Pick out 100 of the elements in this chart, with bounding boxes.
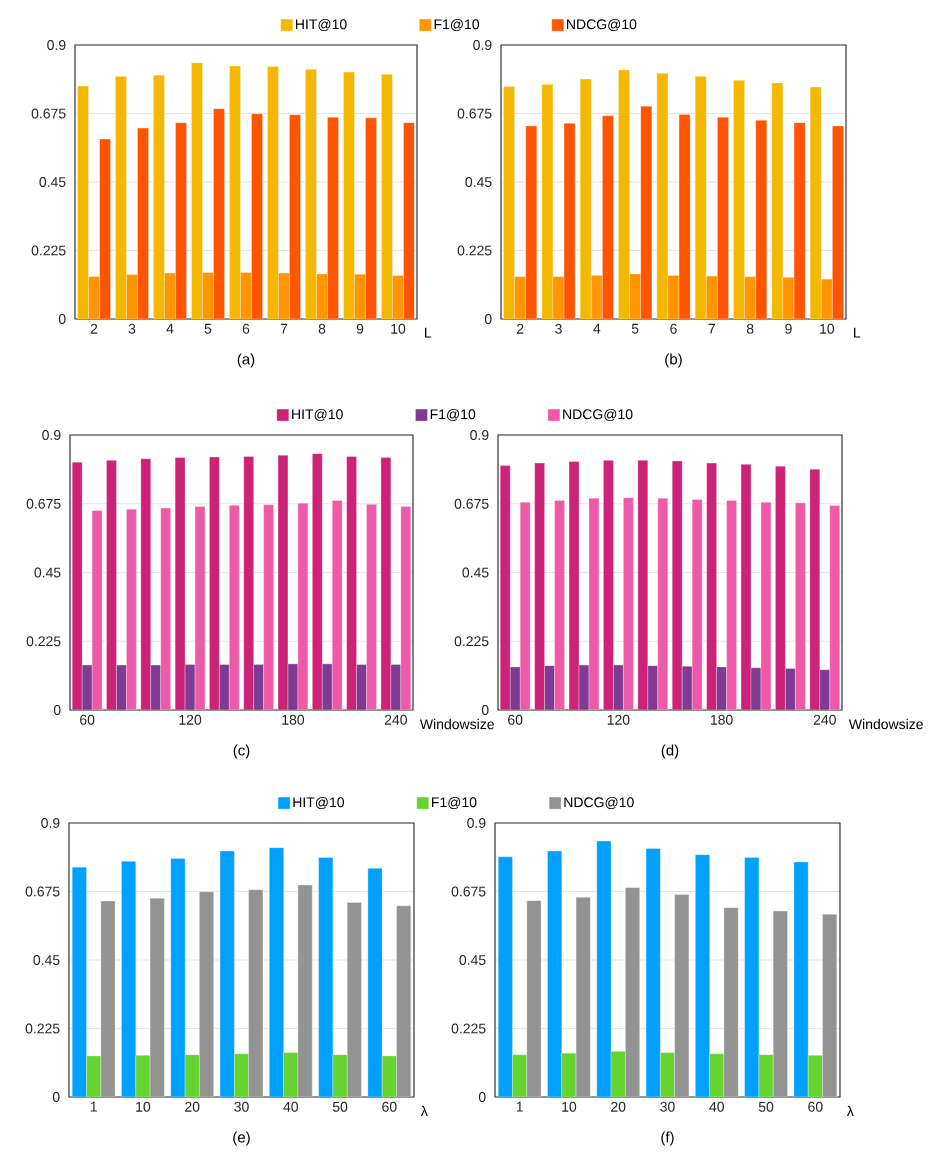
y-tick-label: 0 [53,705,61,715]
x-axis-title: λ [420,1105,428,1117]
y-tick-label: 0.45 [459,955,486,965]
y-tick-label: 0.45 [465,177,492,187]
y-tick-label: 0.675 [25,886,60,897]
x-tick-label: 5 [631,323,639,334]
x-tick-label: 60 [508,714,523,725]
x-tick-label: 60 [79,714,95,725]
x-tick-label: 20 [611,1101,626,1112]
x-tick-label: 180 [710,714,733,725]
legend-label: F1@10 [434,18,479,32]
text: (d) [661,744,679,759]
x-tick-label: 4 [593,323,601,334]
bar [99,138,111,319]
legend-label: HIT@10 [292,408,343,422]
y-tick-label: 0.225 [457,245,492,256]
x-tick-label: 240 [384,714,407,725]
y-tick-label: 0.225 [454,636,489,647]
y-tick-label: 0 [52,1092,60,1102]
x-axis-title: Windowsize [419,718,494,730]
text: (f) [661,1131,674,1146]
y-tick-label: 0.675 [457,108,492,119]
x-tick-label: 2 [516,323,524,334]
y-tick-label: 0 [58,314,66,324]
x-tick-label: 10 [136,1101,151,1112]
x-tick-label: 7 [708,323,715,334]
x-tick-label: 8 [746,323,754,334]
text: (a) [237,353,255,368]
x-tick-label: 1 [516,1101,523,1112]
y-tick-label: 0.225 [26,636,61,647]
x-tick-label: 40 [709,1101,724,1112]
x-tick-label: 4 [166,323,174,334]
y-tick-label: 0 [484,314,492,324]
y-tick-label: 0.675 [451,886,486,897]
y-tick-label: 0.9 [47,40,66,50]
y-tick-label: 0.9 [467,818,486,828]
x-tick-label: 120 [607,714,630,725]
x-tick-label: 30 [660,1101,675,1112]
y-tick-label: 0.45 [462,567,489,578]
bar [365,117,377,319]
x-tick-label: 50 [332,1101,348,1112]
legend-label: F1@10 [430,408,476,422]
y-tick-label: 0.9 [473,40,492,50]
x-tick-label: 120 [179,714,202,725]
x-tick-label: 3 [555,323,562,334]
x-tick-label: 40 [283,1101,298,1112]
legend-label: F1@10 [431,796,477,810]
legend-label: HIT@10 [293,796,344,810]
bar [137,127,149,319]
bar [213,108,225,319]
x-tick-label: 30 [234,1101,249,1112]
x-tick-label: 3 [128,323,136,334]
y-tick-label: 0.45 [33,955,60,965]
y-tick-label: 0.9 [42,430,61,440]
x-axis-title: L [853,327,861,338]
x-axis-title: Windowsize [848,718,923,730]
text: (b) [665,353,682,368]
x-tick-label: 9 [356,323,364,334]
y-tick-label: 0.225 [451,1023,486,1034]
text: (c) [233,744,250,759]
y-tick-label: 0.9 [41,818,60,828]
y-tick-label: 0.675 [26,498,61,509]
x-tick-label: 1 [90,1101,97,1112]
x-axis-title: λ [846,1105,854,1117]
y-tick-label: 0.675 [31,108,66,119]
x-tick-label: 8 [318,323,326,334]
y-tick-label: 0.225 [31,245,66,256]
x-tick-label: 180 [282,714,304,725]
legend-label: NDCG@10 [564,796,634,810]
legend-label: NDCG@10 [566,18,637,32]
x-tick-label: 20 [185,1101,200,1112]
y-tick-label: 0.675 [454,498,489,509]
x-tick-label: 240 [813,714,836,725]
x-tick-label: 60 [808,1101,823,1112]
x-tick-label: 10 [562,1101,577,1112]
y-tick-label: 0.45 [34,567,61,578]
text: (e) [233,1131,250,1146]
x-tick-label: 6 [242,323,250,334]
x-tick-label: 6 [670,323,677,334]
x-tick-label: 9 [785,323,792,334]
x-tick-label: 10 [820,323,834,334]
bar [175,122,187,319]
bar [327,117,339,319]
x-tick-label: 10 [391,323,406,334]
legend-label: NDCG@10 [563,408,633,422]
y-tick-label: 0 [481,705,489,715]
y-tick-label: 0 [478,1092,486,1102]
x-tick-label: 7 [280,323,288,334]
y-tick-label: 0.225 [25,1023,60,1034]
x-axis-title: L [424,327,432,338]
x-tick-label: 2 [90,323,98,334]
x-tick-label: 50 [758,1101,774,1112]
y-tick-label: 0.9 [470,430,489,440]
bar [289,114,301,319]
bar [251,113,263,319]
legend-label: HIT@10 [295,18,347,32]
y-tick-label: 0.45 [39,177,66,187]
bar [403,122,415,319]
x-tick-label: 5 [204,323,212,334]
x-tick-label: 60 [382,1101,397,1112]
